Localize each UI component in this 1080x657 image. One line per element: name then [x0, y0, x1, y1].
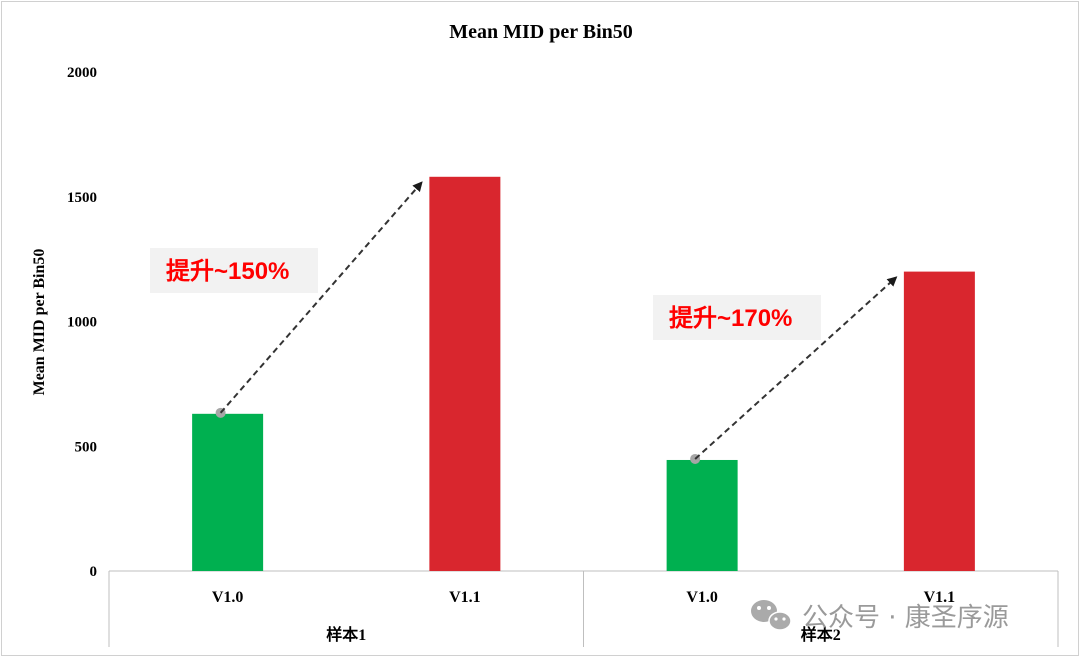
x-tick-label: V1.0 [212, 589, 244, 606]
axes [108, 570, 1059, 647]
annotation-text: 提升~170% [669, 305, 792, 332]
chart-title: Mean MID per Bin50 [449, 21, 633, 43]
annotation-box [653, 295, 821, 340]
category-labels: V1.0 V1.1 样本1 V1.0 V1.1 样本2 [212, 589, 955, 644]
y-tick-label: 1000 [67, 315, 97, 331]
annotation-box [150, 248, 318, 293]
watermark-text: 公众号 · 康圣序源 [802, 603, 1009, 633]
wechat-icon [751, 600, 792, 631]
increase-arrow [219, 181, 423, 414]
watermark: 公众号 · 康圣序源 [751, 600, 1009, 633]
y-axis-ticks: 0 500 1000 1500 2000 [67, 65, 97, 580]
x-tick-label: V1.1 [924, 589, 956, 606]
bars [192, 176, 975, 572]
y-tick-label: 2000 [67, 65, 97, 81]
x-tick-label: V1.1 [449, 589, 481, 606]
annotation-text: 提升~150% [166, 258, 289, 285]
y-tick-label: 1500 [67, 190, 97, 206]
bar-V1-0-group-2 [666, 459, 738, 571]
y-tick-label: 500 [75, 439, 98, 455]
bar-V1-1-group-2 [903, 271, 975, 571]
group-label: 样本1 [326, 625, 366, 644]
bar-V1-1-group-1 [429, 176, 501, 572]
increase-arrow [694, 276, 898, 460]
y-tick-label: 0 [90, 564, 98, 580]
y-axis-label: Mean MID per Bin50 [31, 249, 48, 396]
x-tick-label: V1.0 [686, 589, 718, 606]
annotations: 提升~150% 提升~170% [150, 181, 898, 464]
bar-V1-0-group-1 [192, 413, 264, 571]
group-label: 样本2 [801, 625, 841, 644]
